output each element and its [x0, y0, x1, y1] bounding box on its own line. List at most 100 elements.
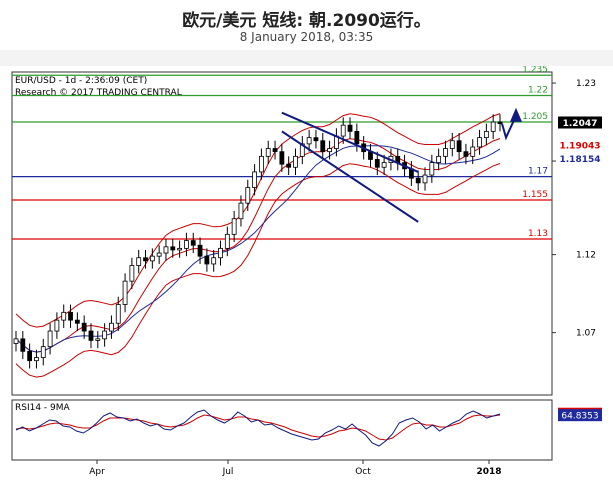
- candle: [422, 167, 428, 191]
- candle-body: [320, 140, 326, 153]
- candle-body: [156, 252, 162, 257]
- candle: [374, 151, 380, 176]
- level-label-1: 1.22: [528, 86, 548, 96]
- candle: [497, 114, 503, 132]
- rsi-label: RSI14 - 9MA: [15, 403, 71, 413]
- candle-body: [115, 304, 121, 324]
- forecast-arrowhead: [510, 107, 522, 122]
- candle-body: [40, 346, 46, 358]
- channel-upper-line: [281, 111, 419, 173]
- candle-body: [354, 130, 360, 145]
- candle: [68, 304, 73, 328]
- candle-body: [238, 202, 244, 220]
- candle: [211, 249, 217, 272]
- level-label-3: 1.17: [528, 167, 548, 177]
- candle: [170, 239, 176, 258]
- candle: [477, 129, 482, 155]
- candle: [238, 195, 244, 227]
- candle-body: [497, 121, 503, 124]
- channel-lower-line: [281, 130, 419, 223]
- candle-body: [306, 137, 312, 145]
- candle-body: [197, 244, 203, 257]
- candle: [190, 232, 196, 254]
- candle-body: [347, 124, 353, 132]
- candle: [483, 123, 489, 146]
- instrument-label: EUR/USD - 1d - 2:36:09 (CET): [15, 76, 147, 86]
- level-label-5: 1.13: [528, 229, 548, 239]
- candle-body: [470, 146, 476, 157]
- y-tick-label-2: 1.12: [576, 251, 596, 261]
- candle: [95, 331, 101, 349]
- candle: [47, 323, 53, 355]
- axis-tag-0-bg: [558, 138, 602, 151]
- candle: [34, 349, 39, 369]
- header: 欧元/美元 短线: 朝.2090运行。 8 January 2018, 03:3…: [0, 0, 613, 66]
- candle: [156, 245, 162, 264]
- main-plot-frame: [11, 71, 553, 396]
- candle: [40, 338, 46, 366]
- y-tick-label-0: 1.23: [576, 79, 596, 89]
- bollinger-middle: [15, 138, 501, 353]
- candle: [115, 296, 121, 332]
- candle: [27, 343, 33, 369]
- candle-body: [177, 247, 183, 251]
- candles: [13, 114, 503, 369]
- candle-body: [27, 350, 33, 362]
- level-label-2: 1.205: [522, 112, 548, 122]
- price-chart: EUR/USD - 1d - 2:36:09 (CET) Research © …: [0, 66, 613, 487]
- candle-body: [259, 155, 264, 173]
- candle: [143, 249, 148, 269]
- candle-body: [190, 240, 196, 246]
- candle: [449, 132, 455, 157]
- candle-body: [88, 330, 94, 341]
- forecast-line: [501, 115, 517, 141]
- candle: [197, 237, 203, 264]
- candle-body: [81, 322, 87, 332]
- candle: [204, 248, 210, 272]
- candle-body: [109, 322, 114, 332]
- candle: [443, 140, 448, 165]
- rsi-series: 66.279864.8353: [15, 407, 602, 447]
- candle: [293, 148, 298, 176]
- candle-body: [340, 124, 346, 137]
- candle: [313, 129, 319, 149]
- candle: [149, 248, 155, 269]
- candle-body: [122, 280, 128, 305]
- candle-body: [34, 357, 39, 362]
- candle-body: [204, 255, 210, 265]
- candle: [109, 315, 114, 339]
- candle-body: [436, 155, 442, 163]
- candle-body: [374, 159, 380, 168]
- candle-body: [13, 338, 19, 344]
- candle-body: [252, 171, 257, 188]
- level-label-4: 1.155: [522, 190, 548, 200]
- candle-body: [54, 319, 60, 332]
- candle: [320, 132, 326, 160]
- candle-body: [381, 162, 387, 168]
- axis-tag-1-bg: [558, 152, 602, 165]
- x-tick-label-1: Jul: [222, 467, 234, 477]
- candle-body: [449, 140, 455, 149]
- candle-body: [184, 240, 189, 249]
- candle: [306, 129, 312, 152]
- moving-average: [15, 145, 501, 353]
- candle: [122, 273, 128, 313]
- candle-body: [143, 257, 148, 262]
- candle-body: [211, 257, 217, 265]
- candle-body: [224, 233, 230, 249]
- source-label: Research © 2017 TRADING CENTRAL: [15, 88, 182, 98]
- candle-body: [231, 218, 237, 235]
- candle: [88, 323, 94, 349]
- axis-tag-1: 1.18154: [560, 155, 601, 165]
- candle-body: [456, 140, 462, 153]
- candle: [231, 210, 237, 243]
- candle: [347, 117, 353, 140]
- candle: [74, 312, 80, 332]
- candle-body: [463, 151, 469, 157]
- candle-body: [170, 246, 176, 251]
- candle: [490, 114, 496, 140]
- bollinger-upper: [15, 113, 501, 328]
- candle: [218, 240, 223, 266]
- candle-body: [218, 247, 223, 259]
- page-title: 欧元/美元 短线: 朝.2090运行。: [182, 11, 431, 31]
